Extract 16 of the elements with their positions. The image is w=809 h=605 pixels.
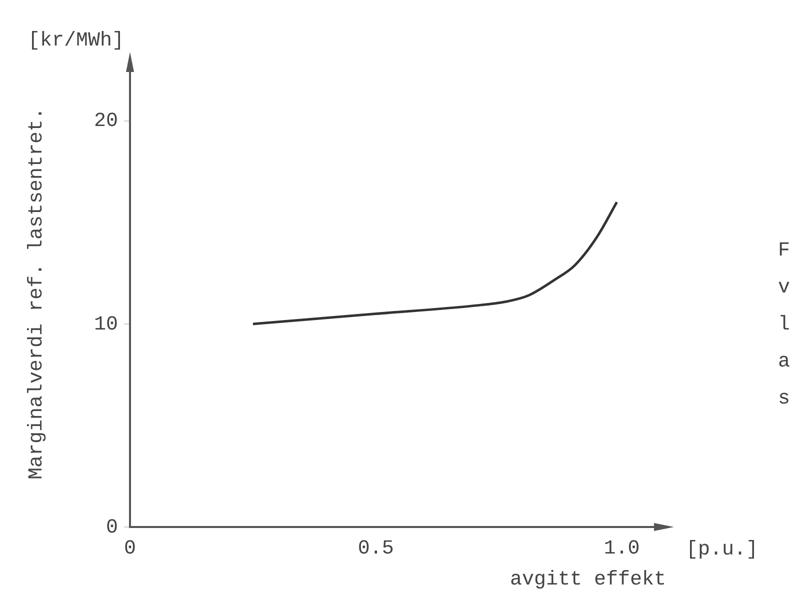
line-series (252, 200, 618, 326)
text: a (778, 350, 790, 374)
y-tick-label: 20 (94, 110, 118, 134)
text: F (778, 239, 790, 262)
x-tick-label: 1.0 (604, 537, 640, 560)
y-tick-label: 10 (94, 313, 118, 336)
y-tick-label: 0 (106, 516, 118, 540)
x-axis-title: avgitt effekt (510, 568, 666, 592)
text: [p.u.] (686, 538, 758, 562)
text: l (778, 313, 790, 336)
text: [kr/MWh] (28, 29, 124, 52)
text: v (778, 276, 790, 300)
x-tick-label: 0 (124, 537, 136, 560)
text: s (778, 387, 790, 410)
x-tick-label: 0.5 (358, 537, 394, 560)
y-axis-title: Marginalverdi ref. lastsentret. (25, 107, 48, 480)
